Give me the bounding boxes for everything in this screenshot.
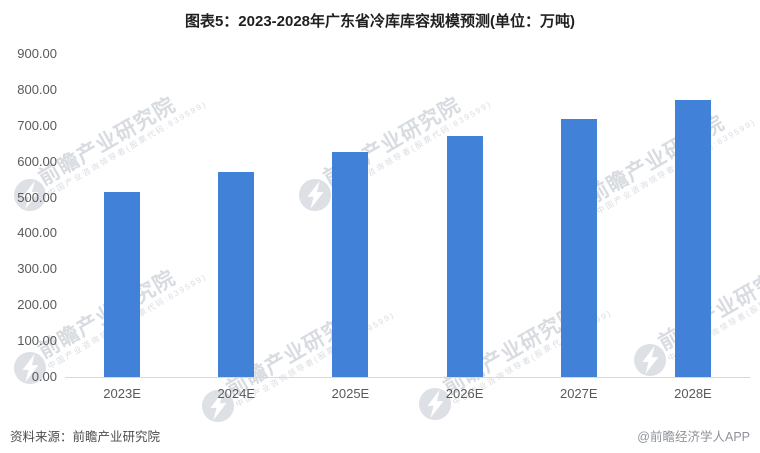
y-tick-label: 200.00 — [17, 297, 57, 313]
y-tick-label: 700.00 — [17, 117, 57, 133]
bar-slot — [179, 54, 293, 377]
y-tick-label: 600.00 — [17, 153, 57, 169]
x-tick-label: 2025E — [331, 386, 370, 401]
x-tick-label: 2028E — [674, 386, 712, 401]
bar-2027E — [560, 118, 597, 377]
bar-slot — [293, 54, 407, 377]
x-tick-label: 2026E — [445, 386, 484, 401]
bar-2026E — [446, 136, 483, 377]
y-tick-label: 900.00 — [17, 46, 57, 61]
source-note: 资料来源：前瞻产业研究院 — [10, 430, 161, 444]
bar-2023E — [104, 192, 141, 377]
plot-area — [65, 54, 750, 378]
x-tick-label: 2024E — [217, 386, 256, 401]
x-tick-label: 2027E — [559, 386, 598, 401]
y-tick-label: 500.00 — [17, 189, 57, 205]
y-axis: 0.00 100.00 200.00 300.00 400.00 500.00 600.00… — [0, 0, 57, 453]
bar-slot — [636, 54, 750, 377]
credit-note: @前瞻经济学人APP — [637, 430, 750, 444]
x-axis-labels: 2023E 2024E 2025E 2026E 2027E 2028E — [65, 385, 750, 402]
bar-2024E — [218, 172, 255, 377]
bar-slot — [522, 54, 636, 377]
y-tick-label: 100.00 — [17, 333, 57, 349]
y-tick-label: 800.00 — [17, 81, 57, 97]
bar-2025E — [332, 151, 369, 377]
bar-2028E — [674, 99, 711, 377]
y-tick-label: 400.00 — [17, 225, 57, 241]
bar-slot — [408, 54, 522, 377]
bar-slot — [65, 54, 179, 377]
chart-title: 图表5：2023-2028年广东省冷库库容规模预测(单位：万吨) — [184, 13, 576, 30]
y-tick-label: 300.00 — [17, 261, 57, 277]
x-tick-label: 2023E — [103, 386, 141, 401]
y-tick-label: 0.00 — [31, 369, 57, 384]
